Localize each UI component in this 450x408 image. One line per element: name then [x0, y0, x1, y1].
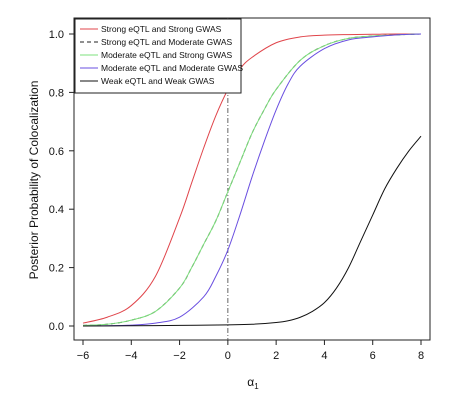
x-axis-title: α1 — [247, 375, 259, 391]
y-tick-label: 0.4 — [49, 204, 64, 216]
x-axis: −6 −4 −2 0 2 4 6 8 — [77, 340, 424, 362]
legend-box — [74, 18, 242, 94]
legend-label-1: Strong eQTL and Strong GWAS — [101, 24, 222, 34]
x-tick-label: 8 — [418, 350, 424, 362]
series-line-5 — [82, 135, 422, 327]
x-tick-label: 4 — [321, 350, 327, 362]
y-tick-label: 0.8 — [49, 87, 64, 99]
x-axis-symbol: α — [247, 375, 254, 389]
y-axis-title: Posterior Probability of Colocalization — [27, 81, 41, 280]
y-axis: 0.0 0.2 0.4 0.6 0.8 1.0 — [49, 29, 74, 333]
legend-label-3: Moderate eQTL and Strong GWAS — [101, 50, 233, 60]
y-tick-label: 0.2 — [49, 263, 64, 275]
x-tick-label: 6 — [370, 350, 376, 362]
legend-label-4: Moderate eQTL and Moderate GWAS — [101, 63, 243, 73]
y-tick-label: 1.0 — [49, 29, 64, 41]
legend: Strong eQTL and Strong GWAS Strong eQTL a… — [74, 18, 243, 94]
plot-frame — [73, 17, 431, 341]
y-tick-label: 0.0 — [49, 321, 64, 333]
x-tick-label: −6 — [77, 350, 90, 362]
x-tick-label: −2 — [173, 350, 186, 362]
legend-label-2: Strong eQTL and Moderate GWAS — [101, 37, 233, 47]
x-tick-label: 2 — [273, 350, 279, 362]
series-line-4 — [82, 33, 422, 327]
series-line-3 — [82, 33, 422, 326]
x-tick-label: −4 — [125, 350, 138, 362]
y-tick-label: 0.6 — [49, 146, 64, 158]
x-tick-label: 0 — [225, 350, 231, 362]
legend-label-5: Weak eQTL and Weak GWAS — [101, 76, 215, 86]
x-axis-subscript: 1 — [254, 382, 259, 391]
